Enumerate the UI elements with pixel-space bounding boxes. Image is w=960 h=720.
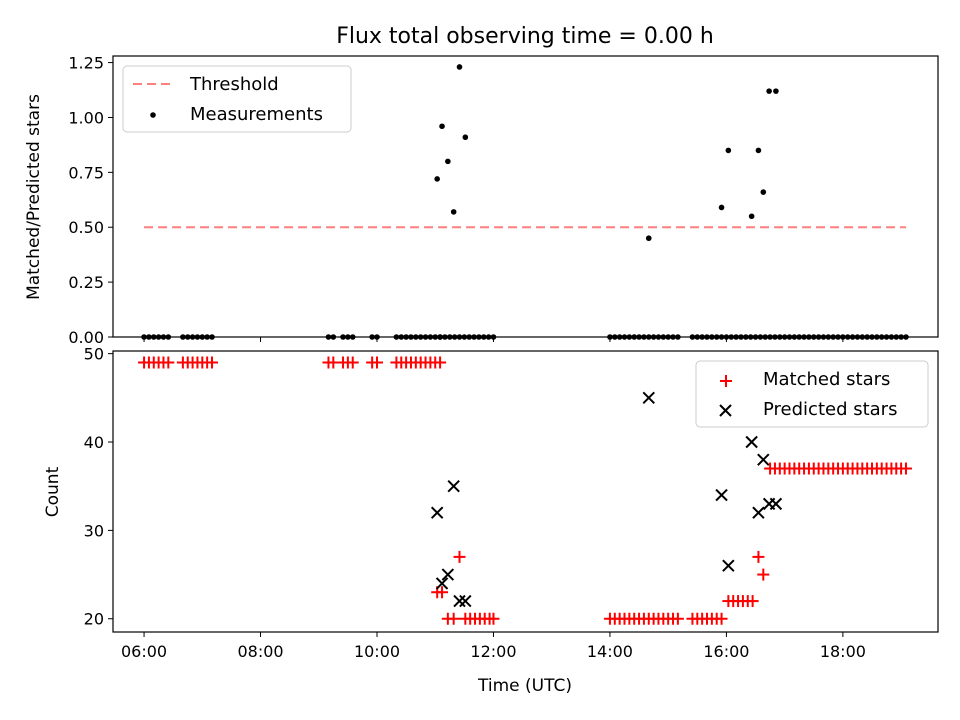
- bottom-x-ticks: 06:00 08:00 10:00 12:00 14:00 16:00 18:00: [121, 632, 866, 661]
- predicted-star-point: [757, 453, 770, 466]
- predicted-star-stroke: [769, 497, 783, 511]
- matched-star-point: [746, 595, 759, 608]
- predicted-star-stroke: [447, 479, 460, 493]
- predicted-legend-marker: [719, 404, 732, 417]
- top-y-axis-label: Matched/Predicted stars: [24, 94, 44, 300]
- bottom-y-tick-label: 20: [84, 610, 104, 629]
- bottom-x-tick-label: 10:00: [354, 642, 400, 661]
- bottom-x-tick-label: 12:00: [470, 642, 516, 661]
- measurement-point: [645, 235, 652, 242]
- measurement-point: [766, 88, 772, 94]
- measurement-point: [755, 147, 762, 154]
- bottom-y-axis-label: Count: [43, 466, 63, 517]
- measurements-legend-marker: [150, 112, 156, 118]
- measurement-point: [445, 158, 451, 165]
- bottom-y-tick-label: 30: [84, 521, 104, 540]
- matched-star-point: [671, 612, 684, 625]
- bottom-y-ticks: 20 30 40 50: [84, 345, 113, 629]
- measurement-point: [450, 209, 457, 215]
- matched-star-point: [757, 568, 770, 581]
- predicted-star-point: [752, 506, 765, 519]
- matched-star-point: [206, 356, 218, 369]
- measurement-point: [725, 147, 732, 154]
- top-y-tick-label: 0.25: [68, 273, 104, 292]
- top-y-tick-label: 1.25: [68, 54, 104, 73]
- top-legend-box: [122, 65, 352, 133]
- measurement-point: [718, 204, 725, 211]
- chart-title: Flux total observing time = 0.00 h: [336, 24, 714, 49]
- predicted-star-point: [435, 577, 449, 590]
- x-axis-label: Time (UTC): [477, 676, 572, 696]
- matched-legend-label: Matched stars: [763, 369, 890, 390]
- bottom-axes-frame: [112, 350, 939, 633]
- measurement-point: [434, 176, 440, 182]
- bottom-data-layer: [138, 356, 912, 625]
- top-legend: Threshold Measurements: [122, 65, 352, 133]
- measurement-point: [439, 123, 445, 130]
- measurement-point: [462, 134, 469, 141]
- bottom-panel: 20 30 40 50 06:00 08:00 10:00 12:00 14:00 16:00 1…: [43, 345, 939, 696]
- predicted-star-stroke: [752, 506, 765, 519]
- matched-star-point: [899, 462, 912, 475]
- bottom-x-tick-label: 08:00: [237, 642, 283, 661]
- predicted-star-stroke: [453, 594, 466, 608]
- top-panel: 0.00 0.25 0.50 0.75 1.00 1.25 Matched/Predict…: [24, 54, 939, 347]
- predicted-star-point: [447, 479, 460, 493]
- predicted-star-stroke: [430, 506, 444, 519]
- matched-star-point: [434, 356, 447, 369]
- bottom-legend: Matched stars Predicted stars: [695, 360, 929, 428]
- top-axes-frame: [112, 55, 939, 338]
- matched-star-point: [487, 612, 500, 625]
- measurement-point: [773, 88, 779, 94]
- measurement-point: [456, 64, 463, 70]
- top-y-tick-label: 0.75: [68, 163, 104, 182]
- bottom-legend-box: [695, 360, 929, 428]
- predicted-star-stroke: [435, 577, 449, 590]
- measurements-legend-label: Measurements: [190, 104, 323, 125]
- predicted-star-stroke: [459, 594, 472, 608]
- predicted-star-stroke: [642, 391, 655, 405]
- matched-legend-marker: [720, 375, 732, 387]
- matched-star-point: [436, 586, 449, 599]
- predicted-star-stroke: [722, 559, 735, 572]
- predicted-star-point: [430, 506, 444, 519]
- top-y-tick-label: 0.00: [68, 328, 104, 347]
- top-y-tick-label: 1.00: [68, 108, 104, 127]
- bottom-x-tick-label: 14:00: [587, 642, 633, 661]
- predicted-star-stroke: [715, 488, 728, 502]
- top-y-tick-label: 0.50: [68, 218, 104, 237]
- bottom-y-tick-label: 50: [84, 345, 104, 364]
- matched-star-point: [447, 612, 460, 625]
- bottom-x-tick-label: 16:00: [703, 642, 749, 661]
- measurement-point: [748, 213, 755, 220]
- predicted-star-stroke: [757, 453, 770, 466]
- top-y-ticks: 0.00 0.25 0.50 0.75 1.00 1.25: [68, 54, 113, 347]
- matched-star-point: [752, 550, 765, 563]
- predicted-star-point: [745, 435, 758, 449]
- predicted-star-point: [453, 594, 466, 608]
- matched-star-point: [346, 356, 359, 369]
- predicted-star-point: [459, 594, 472, 608]
- matched-star-point: [453, 550, 466, 563]
- bottom-x-tick-label: 18:00: [820, 642, 866, 661]
- bottom-x-tick-label: 06:00: [121, 642, 167, 661]
- predicted-star-point: [769, 497, 783, 511]
- matched-star-point: [162, 356, 175, 369]
- predicted-star-point: [441, 568, 455, 581]
- matched-star-point: [371, 356, 383, 369]
- matched-star-point: [715, 612, 728, 625]
- predicted-star-point: [722, 559, 735, 572]
- threshold-legend-label: Threshold: [189, 74, 279, 95]
- measurement-point: [760, 189, 767, 195]
- bottom-y-tick-label: 40: [84, 433, 104, 452]
- predicted-legend-label: Predicted stars: [763, 399, 897, 420]
- predicted-star-stroke: [441, 568, 455, 581]
- predicted-star-stroke: [745, 435, 758, 449]
- top-x-ticks: [143, 337, 844, 342]
- predicted-star-point: [715, 488, 728, 502]
- predicted-star-point: [642, 391, 655, 405]
